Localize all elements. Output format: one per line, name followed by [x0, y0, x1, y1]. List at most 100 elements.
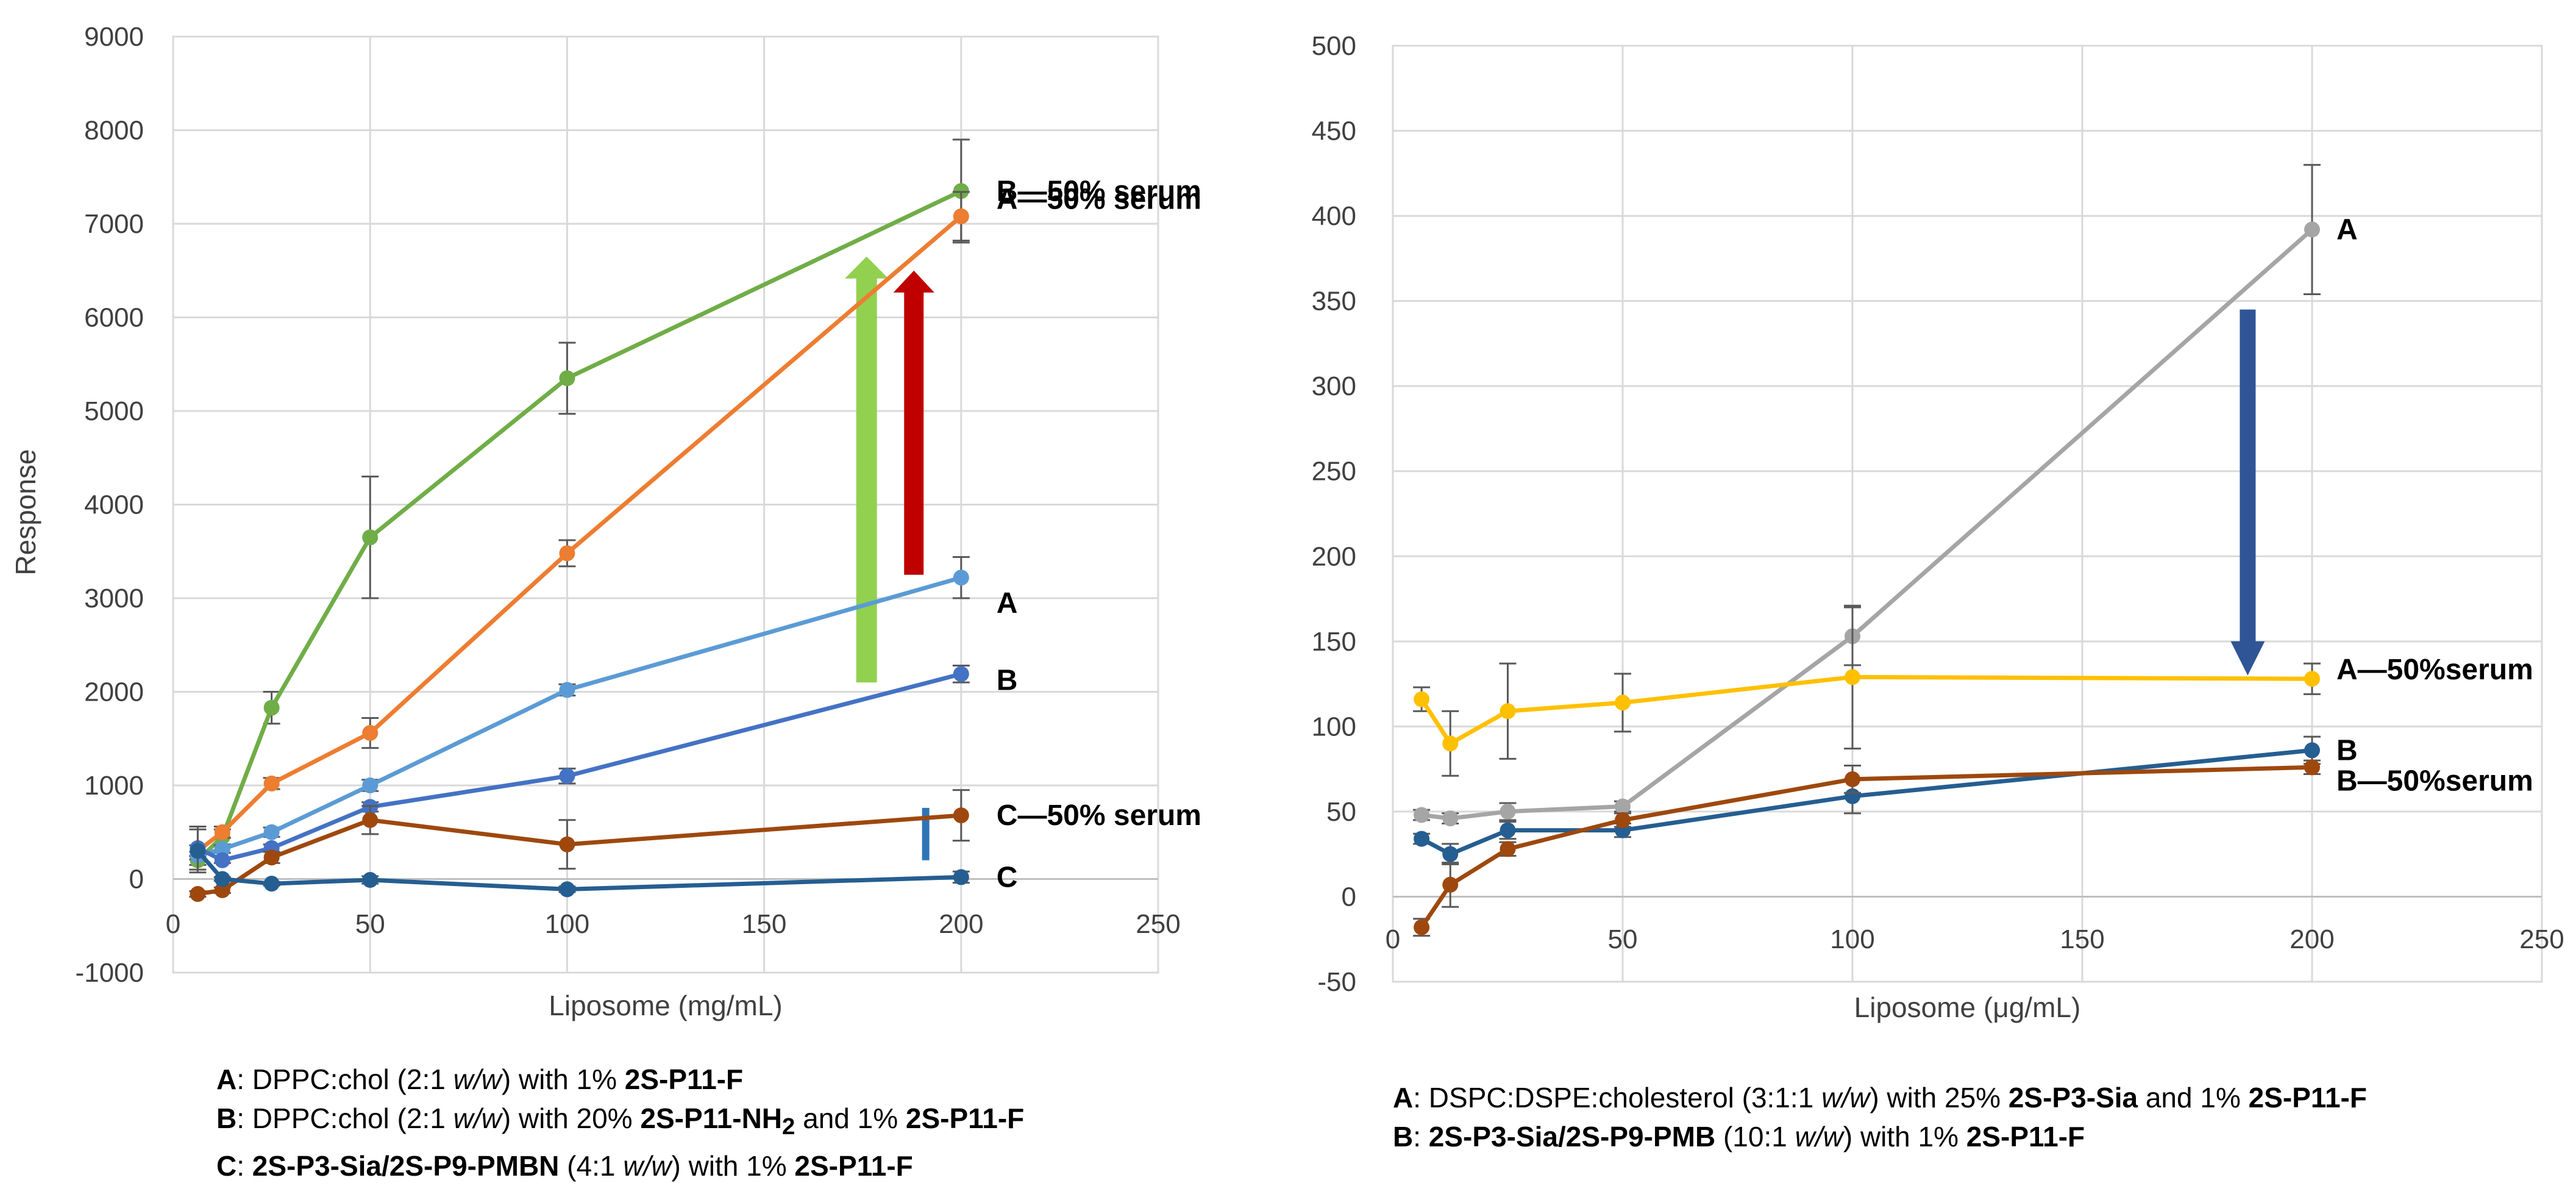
caption-text: 2S-P11-F: [794, 1150, 913, 1182]
data-point: [214, 841, 230, 857]
left-chart: -100001000200030004000500060007000800090…: [10, 22, 1201, 1021]
caption-text: ) with 1%: [501, 1063, 625, 1095]
series-line: [1420, 674, 2313, 746]
data-point: [214, 824, 230, 840]
data-point: [1500, 841, 1516, 857]
caption-line: B: 2S-P3-Sia/2S-P9-PMB (10:1 w/w) with 1…: [1393, 1117, 2367, 1156]
series-label: C: [997, 861, 1018, 893]
series-label: B: [997, 664, 1018, 696]
caption-text: A: [216, 1063, 237, 1095]
caption-line: A: DSPC:DSPE:cholesterol (3:1:1 w/w) wit…: [1393, 1078, 2367, 1117]
data-point: [1414, 919, 1430, 935]
y-tick-label: 500: [1312, 31, 1356, 61]
caption-text: 2S-P11-NH: [640, 1102, 783, 1134]
data-point: [1500, 703, 1516, 720]
series-b-50-serum: B—50%serum: [1413, 759, 2533, 937]
series-label: B—50% serum: [997, 175, 1201, 207]
y-tick-label: 0: [129, 865, 144, 895]
caption-line: C: 2S-P3-Sia/2S-P9-PMBN (4:1 w/w) with 1…: [216, 1146, 1024, 1185]
data-point: [559, 881, 575, 898]
data-point: [559, 836, 575, 852]
series-c-50-serum: C—50% serum: [189, 789, 1201, 902]
series-a: A: [1413, 163, 2358, 827]
y-tick-label: 100: [1312, 712, 1356, 741]
y-tick-label: 450: [1312, 116, 1356, 146]
y-tick-label: 8000: [84, 116, 144, 146]
right-caption: A: DSPC:DSPE:cholesterol (3:1:1 w/w) wit…: [1393, 1078, 2367, 1156]
data-point: [1500, 822, 1516, 838]
data-point: [263, 775, 280, 791]
x-tick-label: 100: [1830, 924, 1874, 954]
x-tick-label: 150: [742, 909, 786, 939]
data-point: [953, 807, 969, 824]
data-point: [1442, 735, 1459, 752]
caption-text: ) with 1%: [1843, 1121, 1966, 1152]
arrow-up-2: [893, 270, 934, 575]
data-point: [2304, 742, 2320, 759]
caption-text: and 1%: [795, 1102, 906, 1134]
data-point: [362, 812, 379, 828]
data-point: [190, 886, 206, 902]
series-line: [1420, 765, 2313, 929]
series-a: A: [189, 556, 1018, 864]
data-point: [953, 869, 969, 885]
plot-area: [1392, 45, 2543, 983]
data-point: [1414, 831, 1430, 847]
caption-text: 2S-P11-F: [2248, 1082, 2367, 1113]
series-a-50-serum: A—50% serum: [189, 184, 1201, 859]
series-c: C: [189, 828, 1018, 898]
data-point: [362, 529, 379, 546]
data-point: [1845, 669, 1860, 685]
x-tick-label: 0: [166, 909, 180, 939]
caption-text: : DSPC:DSPE:cholesterol (3:1:1: [1413, 1082, 1822, 1113]
series-label: B—50%serum: [2336, 765, 2533, 797]
caption-text: w/w: [453, 1102, 502, 1134]
series-line: [196, 189, 962, 862]
caption-text: :: [237, 1150, 252, 1182]
arrow-up-1: [844, 256, 889, 683]
data-point: [1615, 695, 1631, 711]
data-point: [2304, 759, 2320, 776]
y-tick-label: 150: [1312, 627, 1356, 657]
caption-text: 2S-P3-Sia/2S-P9-PMB: [1428, 1121, 1716, 1152]
data-point: [559, 545, 575, 562]
data-point: [1615, 798, 1631, 815]
data-point: [953, 208, 969, 224]
caption-text: w/w: [453, 1063, 502, 1095]
caption-text: and 1%: [2138, 1082, 2249, 1113]
data-point: [1442, 876, 1459, 893]
caption-text: w/w: [1795, 1121, 1843, 1152]
caption-text: 2S-P11-F: [905, 1102, 1025, 1134]
left-caption: A: DPPC:chol (2:1 w/w) with 1% 2S-P11-F B…: [216, 1060, 1024, 1185]
x-tick-label: 250: [2519, 924, 2564, 954]
caption-text: 2S-P3-Sia: [2008, 1082, 2138, 1113]
data-point: [2304, 221, 2320, 238]
right-chart: -50 0 50 100 150 200 250 300 350 400 450 500 0 50 100 1…: [1312, 31, 2564, 1023]
caption-line: A: DPPC:chol (2:1 w/w) with 1% 2S-P11-F: [216, 1060, 1024, 1099]
caption-text: :: [1413, 1121, 1429, 1152]
series-line: [1421, 227, 2314, 821]
caption-line: B: DPPC:chol (2:1 w/w) with 20% 2S-P11-N…: [216, 1099, 1024, 1146]
caption-text: w/w: [623, 1150, 672, 1182]
data-point: [559, 370, 575, 387]
series-a-50-serum: A—50%serum: [1413, 604, 2533, 777]
x-tick-label: 50: [355, 909, 385, 939]
y-tick-label: -50: [1317, 967, 1356, 997]
series-label: A: [997, 587, 1018, 620]
y-tick-label: 0: [1342, 882, 1356, 912]
y-tick-label: 300: [1312, 371, 1356, 401]
series-line: [196, 849, 961, 891]
series-label: B: [2336, 734, 2358, 766]
series-label: A: [2336, 213, 2358, 246]
caption-text: 2S-P3-Sia/2S-P9-PMBN: [252, 1150, 560, 1182]
series-label: A—50%serum: [2336, 654, 2533, 686]
series-line: [196, 215, 963, 853]
data-point: [263, 849, 280, 866]
y-tick-label: 6000: [84, 303, 144, 333]
series-label: A—50% serum: [997, 184, 1201, 216]
series-b-50-serum: B—50% serum: [189, 138, 1201, 868]
data-point: [214, 852, 230, 868]
arrow-up-3: [922, 807, 930, 860]
caption-text: ) with 1%: [671, 1150, 795, 1182]
series-b: B: [189, 664, 1018, 871]
